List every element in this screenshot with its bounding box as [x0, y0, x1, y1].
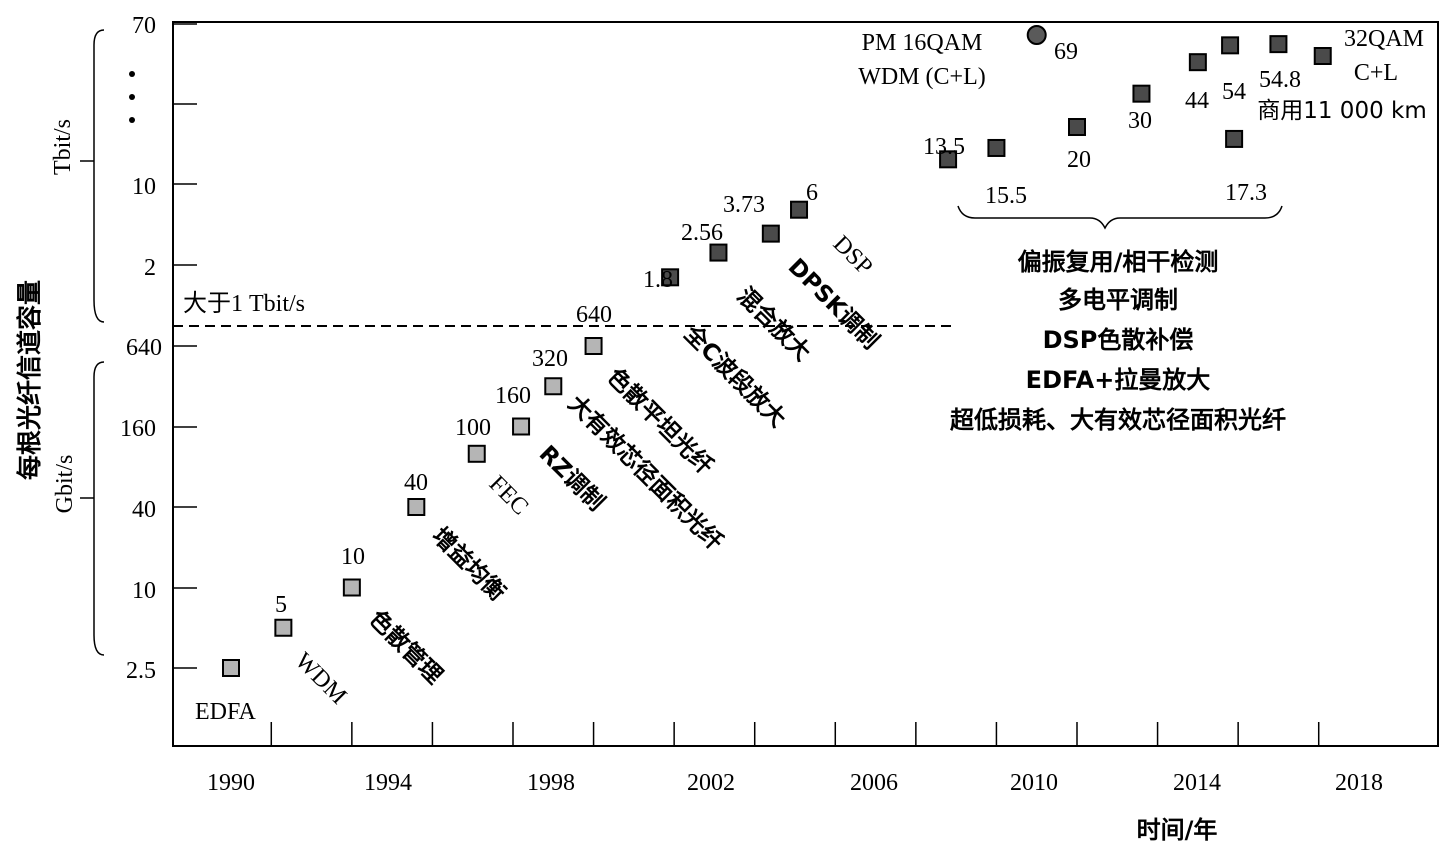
y-tick-label: 2	[144, 255, 156, 281]
value-label: 20	[1067, 147, 1091, 173]
value-label: 10	[341, 544, 365, 570]
data-point-circle	[1026, 25, 1047, 45]
technology-item: 超低损耗、大有效芯径面积光纤	[950, 406, 1286, 434]
technology-list: 偏振复用/相干检测 多电平调制 DSP色散补偿 EDFA+拉曼放大 超低损耗、大…	[950, 248, 1286, 434]
y-tick-label: 10	[132, 174, 156, 200]
rotated-annotation: EDFA	[195, 699, 257, 725]
data-point-marker	[661, 268, 680, 287]
value-label: 6	[806, 180, 818, 206]
top-right-label-3: 商用11 000 km	[1257, 98, 1427, 124]
x-tick-label: 1998	[527, 770, 575, 796]
plot-frame	[172, 21, 1439, 747]
data-point-marker	[342, 578, 361, 597]
axis-ellipsis-dot	[129, 71, 135, 77]
value-labels: 5 10 40 100 160 320 640 1.8 2.56 3.73 6 …	[275, 39, 1301, 618]
y-tick-label: 40	[132, 497, 156, 523]
value-label: 69	[1054, 39, 1078, 65]
threshold-label: 大于1 Tbit/s	[183, 290, 305, 317]
x-tick-label: 2002	[687, 770, 735, 796]
data-point-marker	[790, 200, 809, 219]
value-label: 15.5	[985, 183, 1027, 209]
data-point-marker	[1188, 53, 1207, 72]
y-tick-label: 2.5	[126, 658, 156, 684]
data-point-marker	[222, 659, 240, 677]
value-label: 640	[576, 302, 612, 328]
value-label: 54.8	[1259, 67, 1301, 93]
x-axis-label: 时间/年	[1137, 816, 1218, 844]
data-markers	[222, 25, 1332, 677]
value-label: 40	[404, 470, 428, 496]
value-label: 320	[532, 346, 568, 372]
data-point-marker	[467, 444, 486, 463]
value-label: 160	[495, 383, 531, 409]
top-right-label-2: C+L	[1354, 60, 1398, 86]
circle-note-line2: WDM (C+L)	[858, 64, 986, 90]
data-point-marker	[1132, 84, 1151, 103]
x-tick-labels: 1990 1994 1998 2002 2006 2010 2014 2018	[207, 770, 1383, 796]
x-minor-ticks	[270, 722, 1320, 746]
value-label: 100	[455, 415, 491, 441]
y-tick-label: 160	[120, 416, 156, 442]
data-point-marker	[1313, 47, 1332, 65]
x-tick-label: 1994	[364, 770, 412, 796]
y-tick-label: 640	[126, 335, 162, 361]
technology-item: DSP色散补偿	[1043, 326, 1194, 354]
x-tick-label: 2018	[1335, 770, 1383, 796]
rotated-annotation: FEC	[484, 471, 534, 521]
data-point-marker	[544, 377, 563, 396]
value-label: 17.3	[1225, 180, 1267, 206]
data-point-marker	[1225, 129, 1244, 148]
circle-note-line1: PM 16QAM	[862, 30, 983, 56]
data-point-marker	[939, 150, 958, 169]
y-tick-label: 10	[132, 578, 156, 604]
rotated-annotation: DSP	[828, 231, 878, 281]
upper-axis-brace	[93, 29, 105, 323]
tech-bracket	[957, 205, 1283, 230]
axis-ellipsis-dot	[129, 94, 135, 100]
x-tick-label: 2010	[1010, 770, 1058, 796]
upper-unit-label: Tbit/s	[50, 119, 76, 175]
lower-axis-brace	[93, 361, 105, 656]
technology-item: EDFA+拉曼放大	[1026, 366, 1211, 394]
top-right-label-1: 32QAM	[1344, 26, 1424, 52]
y-ticks	[80, 23, 197, 669]
value-label: 44	[1185, 88, 1209, 114]
data-point-marker	[1221, 36, 1240, 55]
data-point-marker	[709, 243, 728, 262]
y-tick-label: 70	[132, 13, 156, 39]
data-point-marker	[512, 417, 531, 436]
technology-item: 偏振复用/相干检测	[1018, 248, 1219, 276]
rotated-annotation: 色散管理	[364, 605, 448, 689]
value-label: 1.8	[643, 267, 673, 293]
axis-ellipsis-dot	[129, 117, 135, 123]
data-point-marker	[761, 224, 780, 243]
value-label: 54	[1222, 79, 1246, 105]
data-point-marker	[407, 498, 426, 516]
x-tick-label: 2014	[1173, 770, 1221, 796]
rotated-annotation: WDM	[290, 648, 352, 710]
y-axis-label: 每根光纤信道容量	[15, 280, 44, 480]
lower-unit-label: Gbit/s	[52, 455, 78, 514]
value-label: 13.5	[923, 134, 965, 160]
value-label: 2.56	[681, 220, 723, 246]
value-label: 5	[275, 592, 287, 618]
data-point-marker	[987, 138, 1006, 157]
x-tick-label: 2006	[850, 770, 898, 796]
data-point-marker	[1068, 118, 1086, 137]
value-label: 3.73	[723, 192, 765, 218]
value-label: 30	[1128, 108, 1152, 134]
rotated-annotation: 混合放大	[732, 282, 816, 366]
technology-item: 多电平调制	[1058, 286, 1178, 314]
rotated-annotation: RZ调制	[534, 441, 609, 516]
data-point-marker	[274, 618, 293, 637]
x-tick-label: 1990	[207, 770, 255, 796]
y-tick-labels: 70 10 2 640 160 40 10 2.5	[120, 13, 162, 684]
data-point-marker	[1269, 35, 1288, 54]
rotated-annotation: 增益均衡	[427, 522, 511, 606]
data-point-marker	[584, 337, 603, 355]
